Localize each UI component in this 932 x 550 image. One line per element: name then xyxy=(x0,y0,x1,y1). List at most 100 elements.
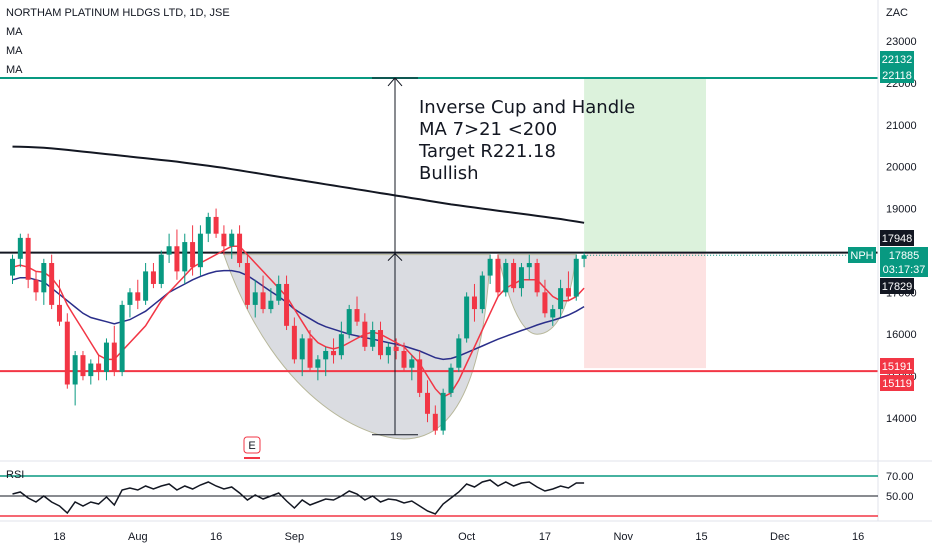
candle-body xyxy=(72,355,78,385)
candle-body xyxy=(119,304,125,372)
candle-body xyxy=(252,292,258,305)
y-tick-label: 20000 xyxy=(886,162,917,174)
candle xyxy=(221,225,227,255)
candle xyxy=(550,304,556,326)
candle xyxy=(111,325,117,377)
candle-body xyxy=(80,355,86,377)
candle xyxy=(260,275,266,314)
price-tag-bg xyxy=(880,51,914,67)
candle-body xyxy=(88,363,94,377)
candle xyxy=(237,225,243,268)
y-tick-label: 16000 xyxy=(886,329,917,341)
candle-body xyxy=(291,325,297,360)
annotation-line: Bullish xyxy=(419,163,479,184)
candle-body xyxy=(479,275,485,310)
candle xyxy=(573,254,579,301)
price-tag: 15191 xyxy=(882,361,913,373)
x-tick-label: Dec xyxy=(770,531,790,543)
x-tick-label: Aug xyxy=(128,531,148,543)
candle-body xyxy=(174,246,180,272)
candle xyxy=(119,300,125,377)
y-tick-label: 21000 xyxy=(886,120,917,132)
candle-body xyxy=(354,309,360,322)
candle xyxy=(150,263,156,289)
candle-body xyxy=(432,413,438,431)
price-tag-bg xyxy=(880,261,928,277)
ma-legend-3[interactable]: MA xyxy=(6,64,23,76)
candle xyxy=(331,338,337,364)
candle-body xyxy=(135,292,141,301)
ma-legend-1[interactable]: MA xyxy=(6,26,23,38)
candle xyxy=(190,225,196,276)
price-tag: 17885 xyxy=(889,250,920,262)
candle xyxy=(88,359,94,385)
candle xyxy=(64,313,70,389)
price-tag-bg xyxy=(880,358,914,374)
candle-body xyxy=(487,258,493,276)
candle-body xyxy=(244,263,250,305)
candle xyxy=(338,321,344,360)
candle-body xyxy=(518,267,524,289)
ma-legend-2[interactable]: MA xyxy=(6,45,23,57)
price-tag: 17948 xyxy=(882,233,913,245)
candle-body xyxy=(338,334,344,356)
candle xyxy=(244,254,250,310)
price-tag: 15119 xyxy=(882,378,912,390)
candle-body xyxy=(221,233,227,247)
candle-body xyxy=(96,363,102,372)
rsi-legend[interactable]: RSI xyxy=(6,469,25,481)
candle xyxy=(503,258,509,297)
candle xyxy=(174,229,180,280)
candle xyxy=(80,350,86,381)
candle-body xyxy=(331,350,337,356)
currency-label: ZAC xyxy=(886,7,908,19)
candle-body xyxy=(464,296,470,339)
candle-body xyxy=(401,350,407,368)
candle-body xyxy=(190,242,196,268)
x-tick-label: 16 xyxy=(210,531,222,543)
candle xyxy=(307,330,313,372)
price-tag: 22132 xyxy=(882,54,913,66)
price-tag-bg xyxy=(880,230,914,246)
candle xyxy=(158,250,164,289)
candle-body xyxy=(127,292,133,305)
x-tick-label: 18 xyxy=(53,531,65,543)
ma-slow-line xyxy=(12,145,585,224)
candle-body xyxy=(182,242,188,272)
candle xyxy=(518,263,524,297)
candle xyxy=(103,338,109,381)
candle xyxy=(346,304,352,339)
candle xyxy=(17,233,23,268)
candle xyxy=(479,271,485,314)
candle xyxy=(558,279,564,318)
candle xyxy=(72,350,78,406)
candle xyxy=(354,296,360,326)
candle xyxy=(291,317,297,364)
candle-body xyxy=(346,309,352,335)
x-tick-label: Nov xyxy=(613,531,633,543)
candle-body xyxy=(526,263,532,268)
candle-body xyxy=(558,288,564,310)
candle xyxy=(456,334,462,372)
candle xyxy=(511,258,517,293)
rsi-tick-label: 70.00 xyxy=(886,471,914,483)
annotation-line: MA 7>21 <200 xyxy=(419,119,557,140)
candle xyxy=(252,279,258,318)
candle xyxy=(135,279,141,310)
symbol-line[interactable]: NORTHAM PLATINUM HLDGS LTD, 1D, JSE xyxy=(6,7,230,19)
candle-body xyxy=(197,233,203,268)
y-tick-label: 19000 xyxy=(886,204,917,216)
candle-body xyxy=(565,288,571,297)
candle-body xyxy=(385,346,391,356)
candle-body xyxy=(276,283,282,301)
candle-body xyxy=(260,292,266,310)
candle-body xyxy=(542,292,548,314)
x-tick-label: 17 xyxy=(539,531,551,543)
candle-body xyxy=(495,258,501,293)
candle xyxy=(409,355,415,381)
candle xyxy=(440,388,446,435)
candle-body xyxy=(237,233,243,264)
candle-body xyxy=(25,237,31,280)
candle xyxy=(127,288,133,318)
